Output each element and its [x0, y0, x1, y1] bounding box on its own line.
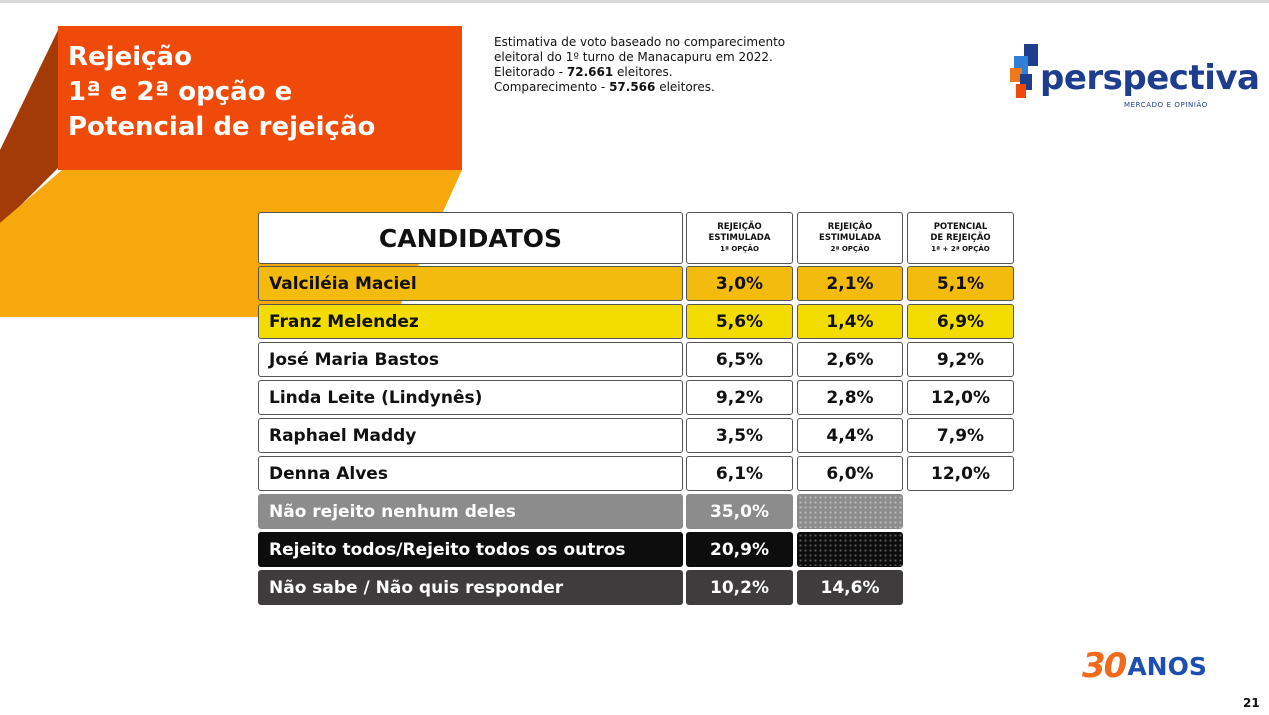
note-line-1: Estimativa de voto baseado no comparecim… — [494, 35, 786, 49]
col3-line3: 1ª + 2ª OPÇÃO — [931, 244, 990, 253]
reject-all-value: 20,9% — [686, 532, 793, 567]
turnout-value: 57.566 — [609, 80, 656, 94]
col1-line3: 1ª OPÇÃO — [720, 244, 759, 253]
turnout-unit: eleitores. — [655, 80, 715, 94]
col3-line1: POTENCIAL — [933, 221, 988, 232]
rejection-2nd-value: 2,8% — [797, 380, 903, 415]
dont-know-value-1st: 10,2% — [686, 570, 793, 605]
electorate-unit: eleitores. — [613, 65, 673, 79]
note-turnout: Comparecimento - 57.566 eleitores. — [494, 80, 785, 95]
rejection-potential-value: 6,9% — [907, 304, 1014, 339]
anos-word: ANOS — [1127, 651, 1207, 681]
methodology-note: Estimativa de voto baseado no comparecim… — [494, 35, 785, 95]
col2-line2: ESTIMULADA — [819, 232, 881, 243]
logo-wordmark: perspectiva — [1040, 58, 1260, 98]
rejection-2nd-value: 4,4% — [797, 418, 903, 453]
electorate-label: Eleitorado - — [494, 65, 567, 79]
col2-line3: 2ª OPÇÃO — [830, 244, 870, 253]
note-electorate: Eleitorado - 72.661 eleitores. — [494, 65, 785, 80]
candidate-name: Franz Melendez — [258, 304, 683, 339]
electorate-value: 72.661 — [566, 65, 614, 79]
header-rejection-2nd: REJEIÇÃO ESTIMULADA 2ª OPÇÃO — [797, 212, 903, 264]
col1-line2: ESTIMULADA — [708, 232, 771, 243]
candidate-name: José Maria Bastos — [258, 342, 683, 377]
title-line-1: Rejeição — [68, 42, 192, 72]
no-rejection-empty-cell — [797, 494, 903, 529]
col1-line1: REJEIÇÃO — [717, 221, 762, 232]
page-number: 21 — [1243, 696, 1260, 710]
rejection-1st-value: 9,2% — [686, 380, 793, 415]
rejection-potential-value: 12,0% — [907, 380, 1014, 415]
candidates-header: CANDIDATOS — [258, 212, 683, 264]
candidate-name: Denna Alves — [258, 456, 683, 491]
col3-line2: DE REJEIÇÃO — [930, 232, 991, 243]
logo-tagline: MERCADO E OPINIÃO — [1124, 101, 1208, 109]
page-title: Rejeição 1ª e 2ª opção e Potencial de re… — [68, 40, 375, 145]
candidate-name: Linda Leite (Lindynês) — [258, 380, 683, 415]
no-rejection-label: Não rejeito nenhum deles — [258, 494, 683, 529]
rejection-potential-value: 7,9% — [907, 418, 1014, 453]
perspectiva-logo: perspectiva MERCADO E OPINIÃO — [1010, 44, 1260, 116]
col2-line1: REJEIÇÃO — [827, 221, 873, 232]
header-rejection-potential: POTENCIAL DE REJEIÇÃO 1ª + 2ª OPÇÃO — [907, 212, 1014, 264]
rejection-1st-value: 6,1% — [686, 456, 793, 491]
title-line-2: 1ª e 2ª opção e — [68, 77, 293, 107]
rejection-1st-value: 3,5% — [686, 418, 793, 453]
dont-know-value-2nd: 14,6% — [797, 570, 903, 605]
title-box: Rejeição 1ª e 2ª opção e Potencial de re… — [58, 26, 462, 170]
rejection-potential-value: 12,0% — [907, 456, 1014, 491]
rejection-1st-value: 5,6% — [686, 304, 793, 339]
title-line-3: Potencial de rejeição — [68, 112, 376, 142]
rejection-1st-value: 3,0% — [686, 266, 793, 301]
rejection-1st-value: 6,5% — [686, 342, 793, 377]
perspectiva-cube-icon — [1010, 44, 1038, 98]
candidate-name: Raphael Maddy — [258, 418, 683, 453]
header-rejection-1st: REJEIÇÃO ESTIMULADA 1ª OPÇÃO — [686, 212, 793, 264]
reject-all-label: Rejeito todos/Rejeito todos os outros — [258, 532, 683, 567]
rejection-2nd-value: 2,6% — [797, 342, 903, 377]
30-anos-badge: 30 ANOS — [1082, 646, 1207, 686]
dont-know-label: Não sabe / Não quis responder — [258, 570, 683, 605]
rejection-potential-value: 5,1% — [907, 266, 1014, 301]
note-line-2: eleitoral do 1º turno de Manacapuru em 2… — [494, 50, 773, 64]
top-divider — [0, 0, 1269, 3]
reject-all-empty-cell — [797, 532, 903, 567]
rejection-2nd-value: 1,4% — [797, 304, 903, 339]
rejection-potential-value: 9,2% — [907, 342, 1014, 377]
rejection-2nd-value: 6,0% — [797, 456, 903, 491]
rejection-2nd-value: 2,1% — [797, 266, 903, 301]
turnout-label: Comparecimento - — [494, 80, 610, 94]
no-rejection-value: 35,0% — [686, 494, 793, 529]
anos-number: 30 — [1082, 646, 1127, 686]
candidate-name: Valciléia Maciel — [258, 266, 683, 301]
